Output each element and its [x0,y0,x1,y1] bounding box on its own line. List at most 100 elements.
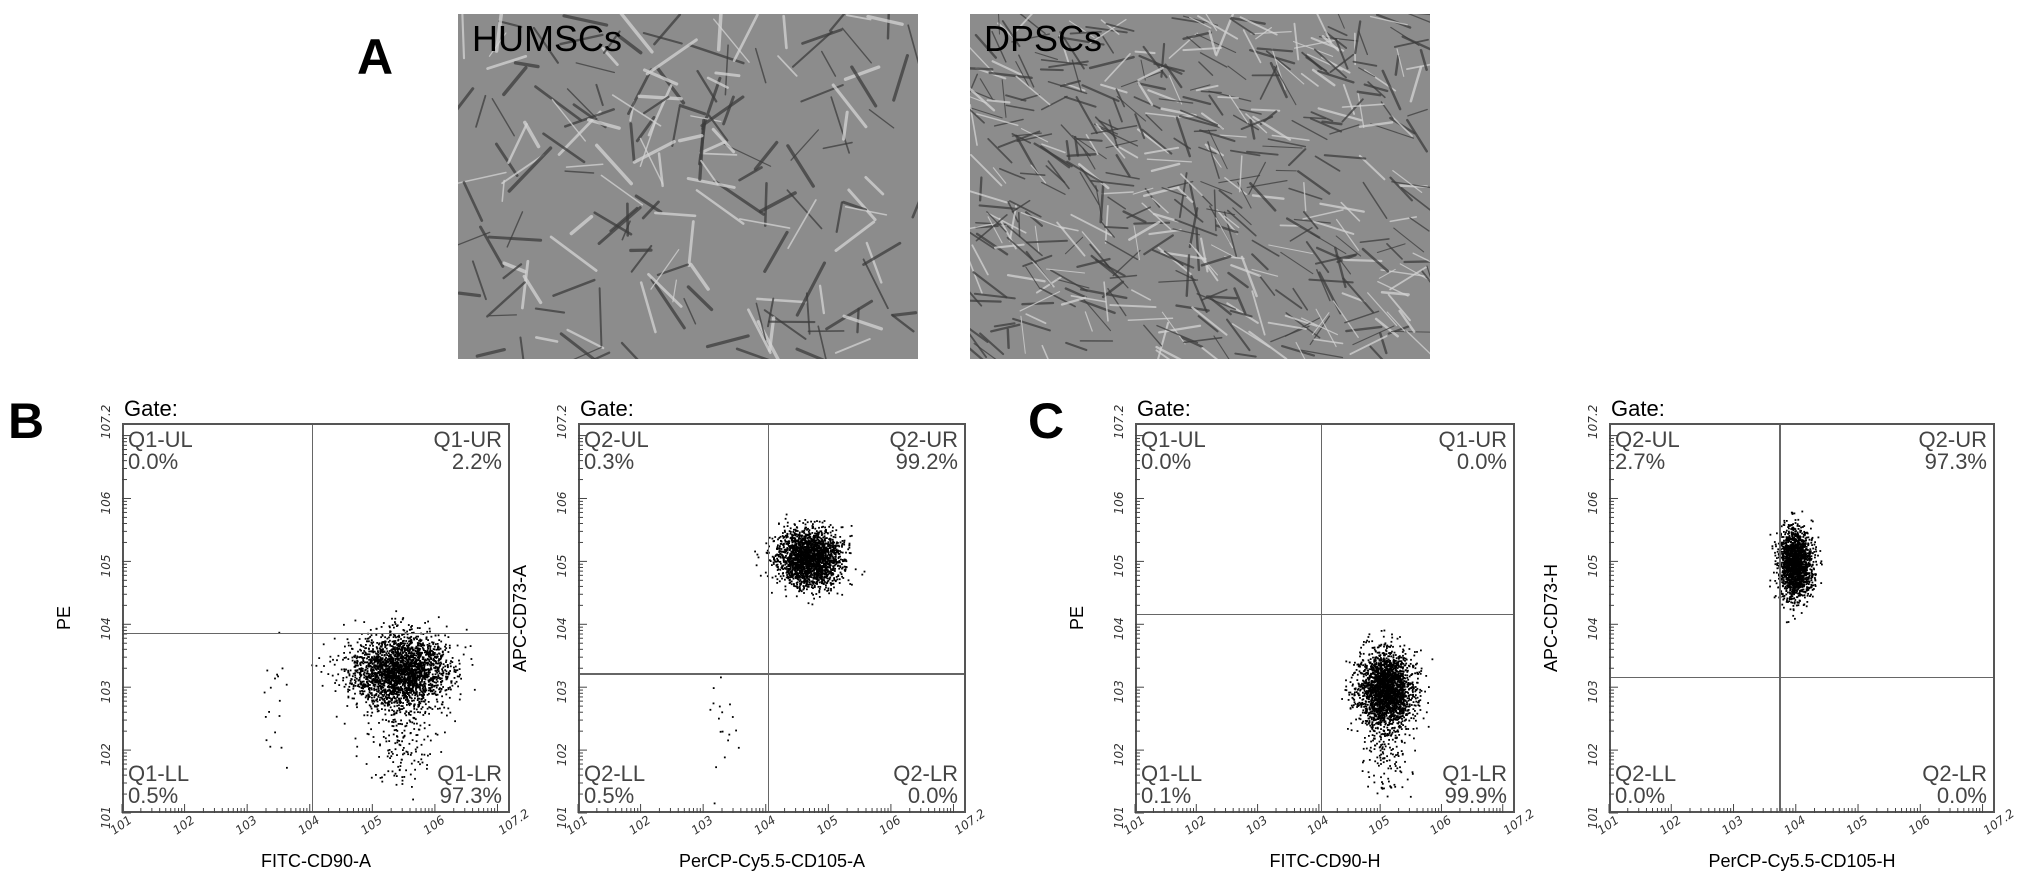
y-axis-label: PE [1067,605,1087,630]
x-tick-label: 102 [626,813,653,838]
y-tick-label: 107.2 [99,405,113,439]
quadrant-label-lr: Q1-LR 97.3% [437,761,502,808]
y-tick-label: 101 [1586,806,1600,829]
cluster-0 [1341,629,1434,769]
quadrant-line-horizontal [580,673,964,675]
y-tick-label: 103 [555,680,569,703]
y-tick-label: 102 [555,743,569,766]
y-tick-label: 105 [99,554,113,577]
panel-letter-b: B [8,393,45,449]
x-tick-label: 106 [1427,813,1454,838]
x-tick-label: 103 [1719,813,1746,838]
y-tick-label: 105 [1586,554,1600,577]
x-tick-label: 105 [814,813,841,838]
micrograph-label: DPSCs [984,18,1103,59]
y-tick-label: 103 [1586,680,1600,703]
y-tick-label: 102 [1586,743,1600,766]
quadrant-label-ll: Q1-LL 0.1% [1141,761,1203,808]
quadrant-label-ul: Q1-UL 0.0% [1141,427,1206,474]
quadrant-line-vertical [1320,425,1323,811]
quadrant-line-vertical [767,425,770,811]
x-tick-label: 107.2 [1501,806,1537,837]
y-tick-label: 107.2 [1586,405,1600,439]
plot-area: Q1-UL 0.0% Q1-UR 2.2% Q1-LL 0.5% Q1-LR 97.3… [122,423,510,813]
y-tick-label: 104 [1586,617,1600,640]
micrograph-label: HUMSCs [472,18,622,59]
cluster-0 [311,610,476,734]
quadrant-label-ur: Q2-UR 97.3% [1918,427,1987,474]
quadrant-label-ul: Q1-UL 0.0% [128,427,193,474]
x-tick-label: 107.2 [952,806,988,837]
y-tick-label: 106 [1586,491,1600,514]
quadrant-label-ur: Q1-UR 2.2% [433,427,502,474]
plot-area: Q2-UL 2.7% Q2-UR 97.3% Q2-LL 0.0% Q2-LR 0.0… [1609,423,1995,813]
y-tick-label: 103 [99,680,113,703]
x-tick-label: 104 [1305,813,1332,838]
quadrant-line-horizontal [124,632,508,635]
y-tick-label: 103 [1112,680,1126,703]
x-tick-label: 106 [1906,813,1933,838]
plot-area: Q2-UL 0.3% Q2-UR 99.2% Q2-LL 0.5% Q2-LR 0.0… [578,423,966,813]
scatter-points [263,610,476,801]
y-tick-label: 104 [99,617,113,640]
y-tick-label: 107.2 [555,405,569,439]
x-tick-label: 104 [1781,813,1808,838]
x-tick-label: 106 [421,813,448,838]
x-tick-label: 102 [1182,813,1209,838]
y-tick-label: 106 [1112,491,1126,514]
y-tick-label: 102 [1112,743,1126,766]
quadrant-label-lr: Q2-LR 0.0% [893,761,958,808]
panel-letter-c: C [1028,393,1065,449]
y-tick-label: 106 [555,491,569,514]
cluster-1 [1361,705,1414,798]
x-tick-label: 107.2 [1981,806,2017,837]
y-tick-label: 101 [555,806,569,829]
y-tick-label: 101 [99,806,113,829]
x-tick-label: 103 [233,813,260,838]
quadrant-label-ll: Q2-LL 0.0% [1615,761,1677,808]
micrograph-cells [970,14,1430,359]
scatter-points [709,513,866,805]
plot-area: Q1-UL 0.0% Q1-UR 0.0% Q1-LL 0.1% Q1-LR 99.9… [1135,423,1515,813]
y-axis-label: PE [54,605,74,630]
y-axis-label: APC-CD73-H [1541,563,1561,673]
micrograph-humscs: HUMSCs [458,14,918,359]
x-tick-label: 102 [1657,813,1684,838]
y-tick-label: 104 [1112,617,1126,640]
quadrant-label-ll: Q1-LL 0.5% [128,761,190,808]
cluster-0 [1769,510,1823,624]
x-axis-label: FITC-CD90-A [260,851,371,871]
x-axis-label: PerCP-Cy5.5-CD105-A [678,851,866,871]
x-tick-label: 105 [1366,813,1393,838]
cluster-0 [754,513,866,606]
micrograph-dpscs: DPSCs [970,14,1430,359]
panel-letter-a: A [357,29,394,85]
quadrant-label-ur: Q2-UR 99.2% [889,427,958,474]
x-tick-label: 103 [1243,813,1270,838]
quadrant-label-ul: Q2-UL 0.3% [584,427,649,474]
quadrant-label-ll: Q2-LL 0.5% [584,761,646,808]
y-tick-label: 107.2 [1112,405,1126,439]
x-tick-label: 102 [170,813,197,838]
x-tick-label: 103 [689,813,716,838]
quadrant-label-lr: Q2-LR 0.0% [1922,761,1987,808]
y-tick-label: 104 [555,617,569,640]
quadrant-label-ur: Q1-UR 0.0% [1438,427,1507,474]
micrograph-cells [458,14,918,359]
x-tick-label: 106 [877,813,904,838]
x-axis-label: FITC-CD90-H [1269,851,1381,871]
cluster-1 [354,656,443,801]
quadrant-label-lr: Q1-LR 99.9% [1442,761,1507,808]
quadrant-label-ul: Q2-UL 2.7% [1615,427,1680,474]
x-tick-label: 104 [751,813,778,838]
cluster-1 [709,676,740,805]
quadrant-line-vertical [1779,425,1781,811]
y-tick-label: 105 [555,554,569,577]
quadrant-line-vertical [311,425,314,811]
scatter-points [1341,629,1434,798]
y-tick-label: 102 [99,743,113,766]
